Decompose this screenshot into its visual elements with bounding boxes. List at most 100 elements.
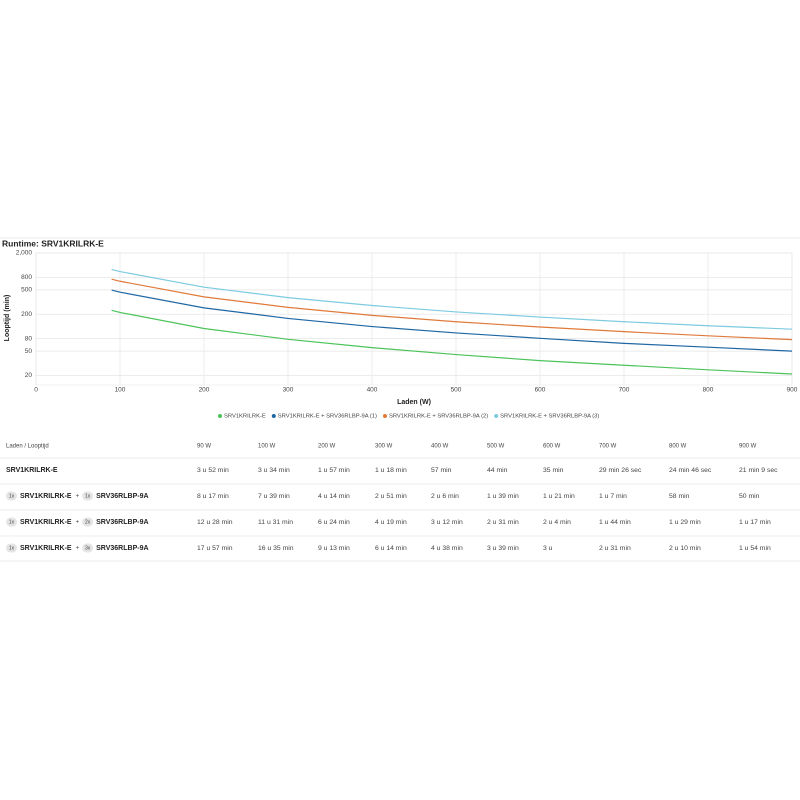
y-tick-label: 2,000 <box>16 250 33 257</box>
count-badge <box>82 543 94 553</box>
y-tick-label: 80 <box>25 335 33 342</box>
runtime-cell: 2 u 31 min <box>599 545 631 552</box>
runtime-cell: 1 u 39 min <box>487 493 519 500</box>
runtime-cell: 1 u 7 min <box>599 493 627 500</box>
column-header: 500 W <box>487 444 505 450</box>
runtime-cell: 3 u 39 min <box>487 545 519 552</box>
series-line <box>111 309 793 375</box>
runtime-cell: 29 min 26 sec <box>599 467 642 474</box>
x-tick-label: 400 <box>367 387 378 394</box>
runtime-cell: 3 u 52 min <box>197 467 229 474</box>
x-tick-label: 700 <box>619 387 630 394</box>
runtime-cell: 6 u 24 min <box>318 519 350 526</box>
count-badge <box>6 543 17 553</box>
runtime-cell: 1 u 18 min <box>375 467 407 474</box>
legend-label: SRV1KRILRK-E + SRV36RLBP-9A (2) <box>389 414 488 420</box>
joiner: + <box>76 546 80 552</box>
x-tick-label: 300 <box>283 387 294 394</box>
runtime-cell: 1 u 57 min <box>318 467 350 474</box>
runtime-cell: 9 u 13 min <box>318 545 350 552</box>
legend-label: SRV1KRILRK-E <box>224 414 266 420</box>
x-tick-label: 600 <box>535 387 546 394</box>
column-header: 800 W <box>669 444 687 450</box>
runtime-cell: 3 u <box>543 545 553 552</box>
runtime-cell: 1 u 21 min <box>543 493 575 500</box>
count-badge <box>6 517 17 527</box>
runtime-cell: 7 u 39 min <box>258 493 290 500</box>
x-tick-label: 0 <box>34 387 38 394</box>
runtime-cell: 16 u 35 min <box>258 545 294 552</box>
runtime-cell: 50 min <box>739 493 760 500</box>
count-label: 3x <box>85 545 91 551</box>
joiner: + <box>76 494 80 500</box>
runtime-cell: 3 u 34 min <box>258 467 290 474</box>
count-label: 1x <box>85 493 91 499</box>
y-tick-label: 800 <box>21 274 32 281</box>
column-header: 700 W <box>599 444 617 450</box>
count-badge <box>82 517 94 527</box>
runtime-cell: 35 min <box>543 467 564 474</box>
legend-label: SRV1KRILRK-E + SRV36RLBP-9A (1) <box>278 414 377 420</box>
product-name: SRV36RLBP-9A <box>96 519 148 526</box>
table-corner: Laden / Looptijd <box>6 444 49 450</box>
x-tick-label: 800 <box>703 387 714 394</box>
count-label: 2x <box>85 519 91 525</box>
column-header: 100 W <box>258 444 276 450</box>
column-header: 400 W <box>431 444 449 450</box>
column-header: 90 W <box>197 444 211 450</box>
product-name: SRV1KRILRK-E <box>20 493 72 500</box>
series-line <box>111 289 793 352</box>
product-name: SRV36RLBP-9A <box>96 493 148 500</box>
runtime-cell: 2 u 4 min <box>543 519 571 526</box>
y-tick-label: 500 <box>21 287 32 294</box>
runtime-cell: 8 u 17 min <box>197 493 229 500</box>
runtime-cell: 44 min <box>487 467 508 474</box>
column-header: 900 W <box>739 444 757 450</box>
y-axis-label: Looptijd (min) <box>4 295 11 342</box>
count-label: 1x <box>9 545 15 551</box>
runtime-cell: 2 u 6 min <box>431 493 459 500</box>
column-header: 200 W <box>318 444 336 450</box>
series-line <box>111 268 793 330</box>
runtime-cell: 57 min <box>431 467 452 474</box>
count-badge <box>6 491 17 501</box>
runtime-cell: 11 u 31 min <box>258 519 293 526</box>
legend-marker <box>218 414 222 418</box>
y-tick-label: 200 <box>21 311 32 318</box>
runtime-cell: 1 u 54 min <box>739 545 771 552</box>
count-badge <box>82 491 94 501</box>
count-label: 1x <box>9 493 15 499</box>
x-tick-label: 100 <box>115 387 126 394</box>
runtime-cell: 1 u 29 min <box>669 519 701 526</box>
legend-label: SRV1KRILRK-E + SRV36RLBP-9A (3) <box>500 414 599 420</box>
x-tick-label: 900 <box>787 387 798 394</box>
runtime-cell: 21 min 9 sec <box>739 467 778 474</box>
runtime-cell: 1 u 44 min <box>599 519 631 526</box>
product-name: SRV1KRILRK-E <box>20 519 72 526</box>
runtime-cell: 4 u 14 min <box>318 493 350 500</box>
x-axis-label: Laden (W) <box>397 399 431 406</box>
runtime-cell: 58 min <box>669 493 690 500</box>
x-tick-label: 200 <box>199 387 210 394</box>
y-tick-label: 20 <box>25 372 33 379</box>
count-label: 1x <box>9 519 15 525</box>
product-name: SRV1KRILRK-E <box>20 545 72 552</box>
y-tick-label: 50 <box>25 348 33 355</box>
runtime-cell: 24 min 46 sec <box>669 467 712 474</box>
product-name: SRV36RLBP-9A <box>96 545 148 552</box>
runtime-cell: 2 u 10 min <box>669 545 701 552</box>
runtime-cell: 6 u 14 min <box>375 545 407 552</box>
legend-marker <box>494 414 499 418</box>
runtime-cell: 4 u 19 min <box>375 519 407 526</box>
series-line <box>111 278 793 341</box>
legend-marker <box>382 414 387 418</box>
runtime-cell: 1 u 17 min <box>739 519 771 526</box>
runtime-cell: 2 u 51 min <box>375 493 407 500</box>
runtime-cell: 3 u 12 min <box>431 519 463 526</box>
product-name: SRV1KRILRK-E <box>6 467 58 474</box>
x-tick-label: 500 <box>451 387 462 394</box>
runtime-cell: 4 u 38 min <box>431 545 463 552</box>
runtime-cell: 17 u 57 min <box>197 545 233 552</box>
column-header: 300 W <box>375 444 393 450</box>
